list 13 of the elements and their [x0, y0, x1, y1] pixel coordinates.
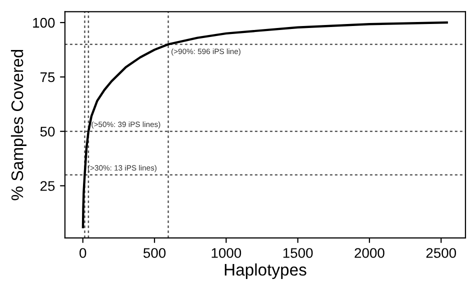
- y-axis-title: % Samples Covered: [10, 50, 26, 200]
- y-tick-label: 75: [40, 72, 55, 82]
- line-series: [82, 21, 448, 228]
- x-tick-label: 500: [143, 248, 166, 258]
- x-tick-label: 1500: [283, 248, 313, 258]
- x-tick-label: 2500: [426, 248, 456, 258]
- x-tick-label: 2000: [354, 248, 384, 258]
- x-tick-label: 0: [80, 248, 86, 258]
- x-axis-title: Haplotypes: [224, 263, 306, 279]
- y-tick-label: 50: [40, 126, 55, 137]
- y-tick-label: 25: [40, 181, 55, 191]
- x-tick-label: 1000: [212, 248, 242, 258]
- y-tick-label: 100: [33, 18, 55, 28]
